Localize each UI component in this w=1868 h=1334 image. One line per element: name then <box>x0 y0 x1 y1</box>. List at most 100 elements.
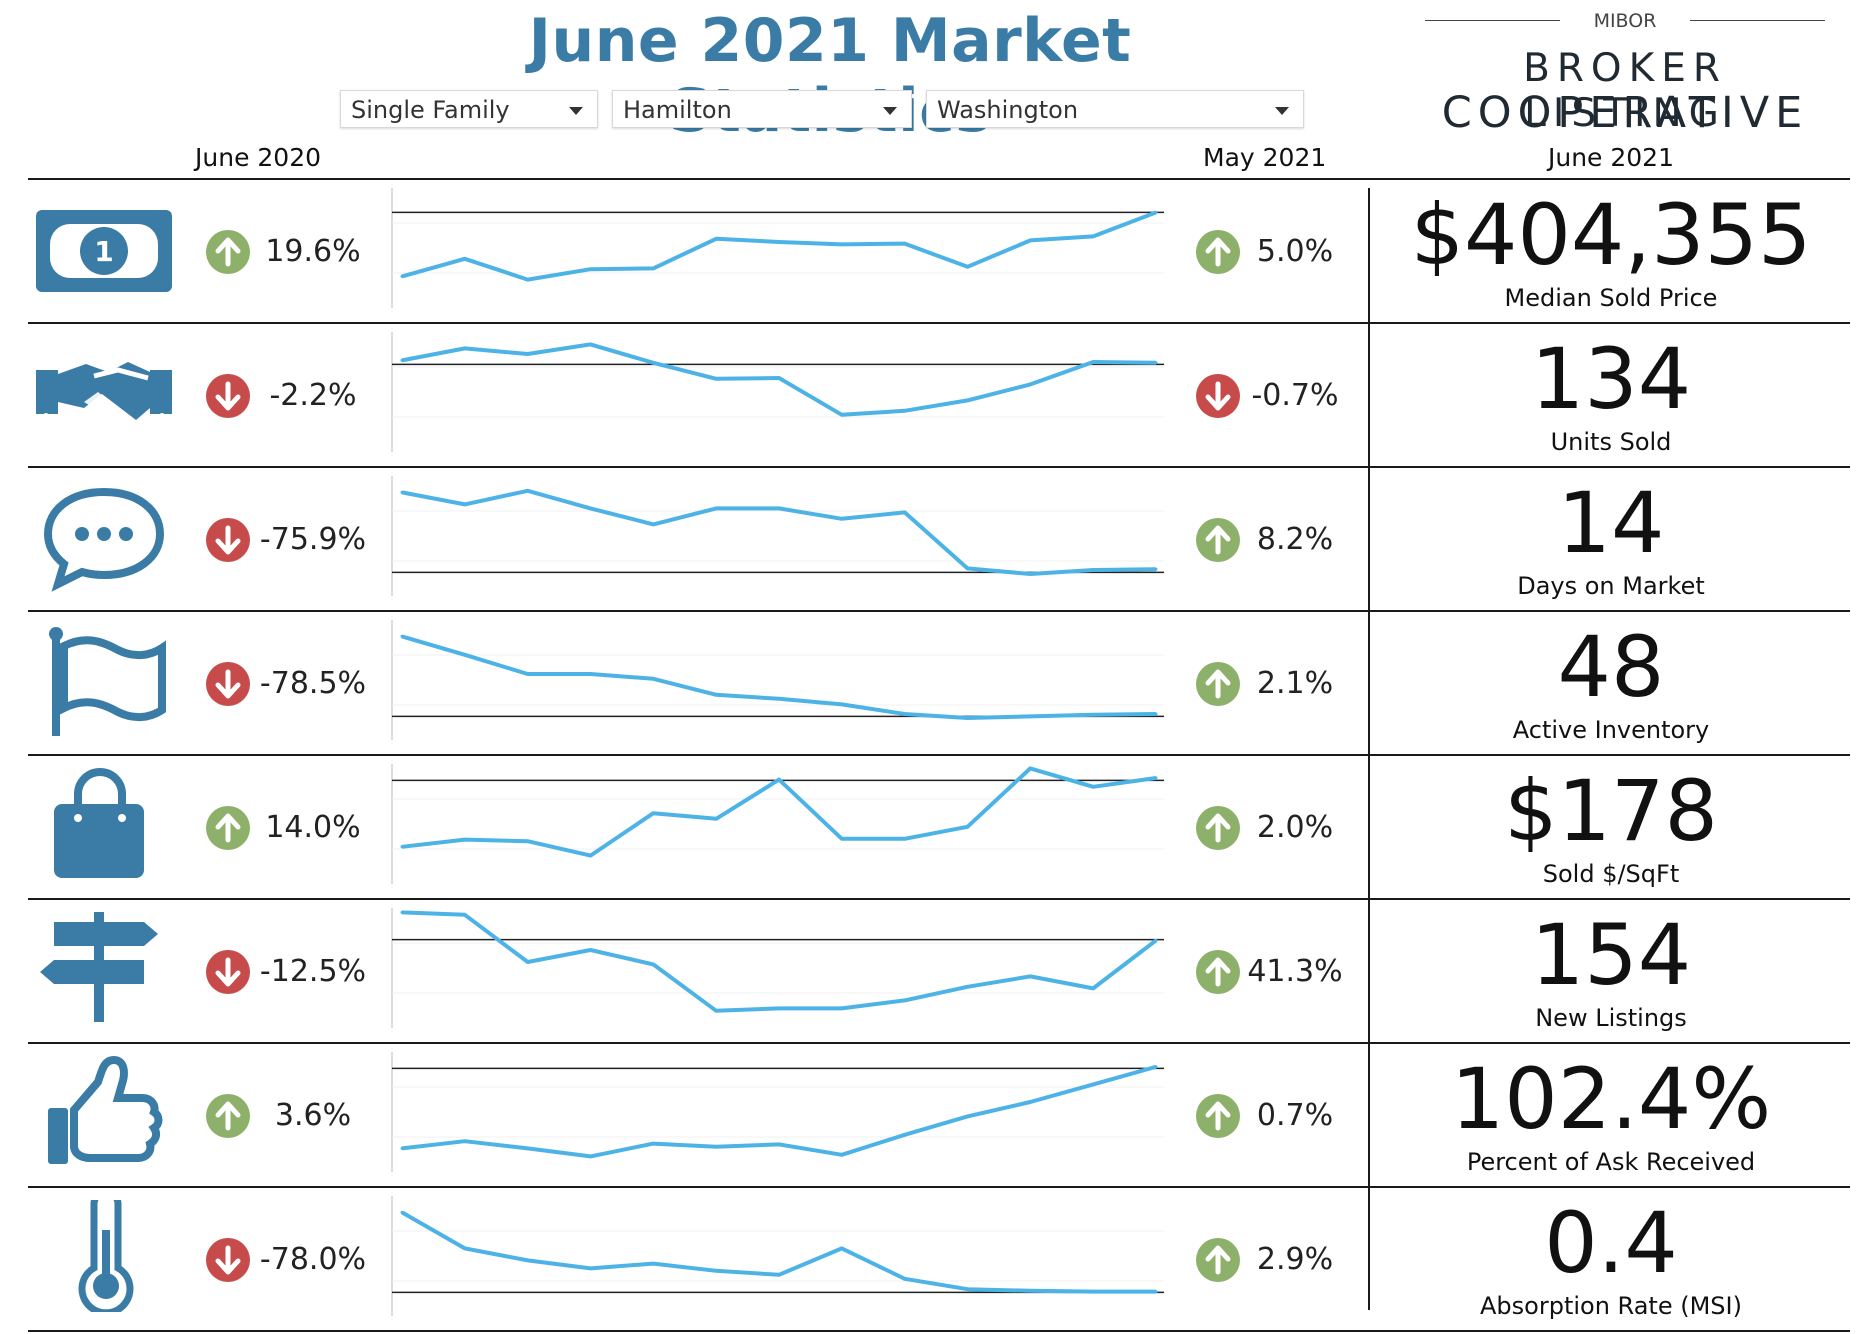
yoy-change: 19.6% <box>265 234 361 269</box>
sparkline-point <box>526 489 530 493</box>
sparkline-point <box>840 702 844 706</box>
sparkline-point <box>589 342 592 346</box>
sparkline-point <box>463 502 467 506</box>
sparkline-point <box>1091 986 1095 990</box>
county-value: Hamilton <box>623 96 732 124</box>
sparkline-point <box>1154 210 1158 214</box>
metric-row: -75.9% 8.2% 14 Days on Market <box>0 468 1868 612</box>
yoy-arrow-up-icon <box>206 230 250 274</box>
sparkline-point <box>526 672 530 676</box>
sparkline-point <box>651 1142 655 1146</box>
sparkline-point <box>1028 572 1032 576</box>
money-bill-icon: 1 <box>34 192 174 304</box>
sparkline-series <box>401 488 1157 576</box>
sparkline-chart <box>391 908 1164 1028</box>
sparkline-point <box>966 716 969 720</box>
sparkline-series <box>401 910 1158 1013</box>
sparkline-point <box>903 242 907 246</box>
sparkline-point <box>714 693 718 697</box>
sparkline-point <box>463 1139 467 1143</box>
metric-row: 1 19.6% 5.0% $404,355 Median Sold Price <box>0 180 1868 324</box>
property-type-dropdown[interactable]: Single Family <box>340 90 598 128</box>
current-value: 0.4 <box>1544 1194 1678 1292</box>
township-value: Washington <box>937 96 1079 124</box>
flag-icon <box>34 624 174 736</box>
sparkline-point <box>777 778 781 782</box>
sparkline-point <box>903 1133 907 1137</box>
property-type-value: Single Family <box>351 96 510 124</box>
logo-mibor: MIBOR <box>1593 10 1657 32</box>
yoy-change: -78.5% <box>259 666 367 701</box>
metric-row: 3.6% 0.7% 102.4% Percent of Ask Received <box>0 1044 1868 1188</box>
metric-label: Days on Market <box>1517 572 1705 600</box>
sparkline-point <box>526 1146 530 1150</box>
yoy-arrow-down-icon <box>206 662 250 706</box>
metric-row: -12.5% 41.3% 154 New Listings <box>0 900 1868 1044</box>
sparkline-point <box>966 985 969 989</box>
sparkline-point <box>400 358 404 362</box>
sparkline-point <box>400 1210 404 1214</box>
sparkline-point <box>651 522 655 526</box>
mom-arrow-up-icon <box>1196 662 1240 706</box>
yoy-arrow-down-icon <box>206 374 250 418</box>
metric-label: Units Sold <box>1550 428 1672 456</box>
sparkline-point <box>903 409 907 413</box>
metric-label: New Listings <box>1535 1004 1687 1032</box>
sparkline-point <box>903 837 907 841</box>
sparkline-point <box>1154 361 1158 365</box>
sparkline-point <box>651 361 655 365</box>
mom-arrow-up-icon <box>1196 518 1240 562</box>
sparkline-point <box>840 517 844 521</box>
sparkline-point <box>777 1273 781 1277</box>
shopping-bag-icon <box>34 768 174 880</box>
sparkline-point <box>777 506 781 510</box>
mom-change: -0.7% <box>1251 378 1339 413</box>
county-dropdown[interactable]: Hamilton <box>612 90 912 128</box>
row-divider <box>28 1042 1850 1044</box>
sparkline-point <box>526 278 530 282</box>
sparkline-point <box>589 1266 592 1270</box>
metric-row: -78.5% 2.1% 48 Active Inventory <box>0 612 1868 756</box>
sparkline-point <box>1091 1290 1095 1294</box>
sparkline-point <box>1091 785 1095 789</box>
yoy-arrow-down-icon <box>206 1238 250 1282</box>
sparkline-point <box>714 1145 718 1149</box>
col-header-prev-year: June 2020 <box>195 143 322 172</box>
sparkline-point <box>1154 938 1158 942</box>
metric-label: Active Inventory <box>1512 716 1710 744</box>
current-value: 14 <box>1557 474 1665 572</box>
sparkline-point <box>714 817 718 821</box>
sparkline-point <box>966 398 969 402</box>
value-column-divider <box>1368 188 1370 1310</box>
chevron-down-icon <box>883 107 897 115</box>
sparkline-point <box>903 998 907 1002</box>
sparkline-series <box>401 342 1157 417</box>
sparkline-point <box>651 811 655 815</box>
col-header-prev-month: May 2021 <box>1203 143 1327 172</box>
sparkline-point <box>1154 712 1158 716</box>
yoy-change: -78.0% <box>259 1242 367 1277</box>
sparkline-point <box>840 413 844 417</box>
yoy-change: -2.2% <box>269 378 357 413</box>
current-value: 134 <box>1530 330 1692 428</box>
mom-change: 2.0% <box>1256 810 1334 845</box>
township-dropdown[interactable]: Washington <box>926 90 1304 128</box>
sparkline-point <box>714 1269 718 1273</box>
sparkline-chart <box>391 1196 1164 1316</box>
mom-arrow-up-icon <box>1196 806 1240 850</box>
sparkline-point <box>463 653 467 657</box>
sparkline-point <box>840 242 844 246</box>
svg-text:1: 1 <box>94 235 113 268</box>
sparkline-chart <box>391 620 1164 740</box>
logo-rule-right <box>1690 20 1825 21</box>
sparkline-point <box>777 240 781 244</box>
sparkline-point <box>1091 568 1095 572</box>
sparkline-point <box>840 1006 844 1010</box>
sparkline-point <box>1154 1290 1158 1294</box>
sparkline-point <box>903 1277 907 1281</box>
signpost-icon <box>34 912 174 1024</box>
sparkline-point <box>777 1006 781 1010</box>
sparkline-point <box>1154 567 1158 571</box>
sparkline-point <box>400 634 404 638</box>
sparkline-point <box>400 910 404 914</box>
